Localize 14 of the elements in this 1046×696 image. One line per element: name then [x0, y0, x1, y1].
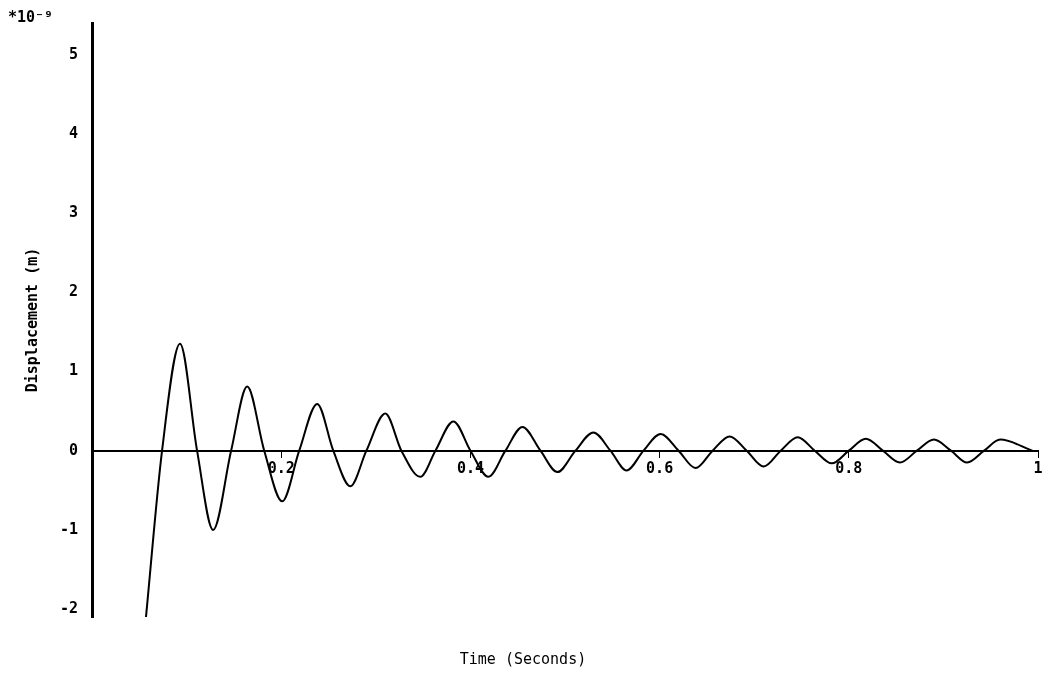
y-axis-title: Displacement (m): [22, 247, 41, 393]
y-tick-label: 4: [69, 123, 79, 142]
y-tick-label: -2: [60, 598, 79, 617]
y-tick-label: 2: [69, 282, 79, 301]
y-tick-label: 1: [69, 361, 79, 380]
y-tick-label: 3: [69, 202, 79, 221]
x-tick-label: 1: [1033, 458, 1043, 477]
y-tick-label: 0: [69, 440, 79, 459]
x-tick-label: 0.6: [646, 458, 674, 477]
x-tick-label: 0.8: [835, 458, 863, 477]
text: *10⁻⁹: [8, 8, 54, 26]
y-tick-label: 5: [69, 44, 79, 63]
y-tick-label: -1: [60, 519, 79, 538]
x-axis-title: Time (Seconds): [458, 650, 588, 668]
